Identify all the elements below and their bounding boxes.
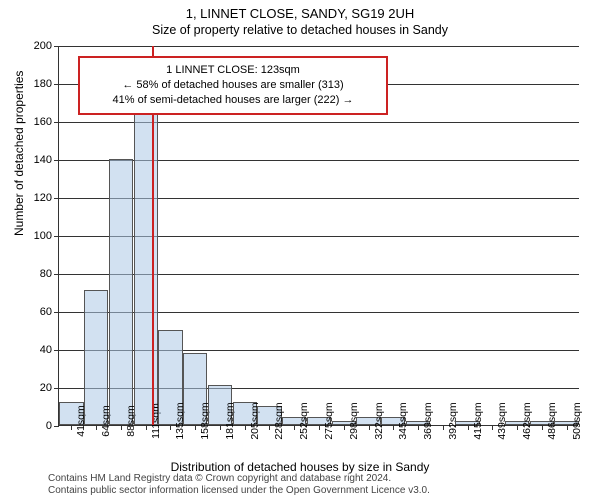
ytick-label: 160 <box>22 116 52 128</box>
ytick-label: 0 <box>22 420 52 432</box>
histogram-bar <box>109 159 133 425</box>
ytick-mark <box>54 160 59 161</box>
xtick-mark <box>195 425 196 430</box>
ytick-mark <box>54 426 59 427</box>
x-axis-label: Distribution of detached houses by size … <box>0 460 600 474</box>
xtick-mark <box>71 425 72 430</box>
xtick-mark <box>468 425 469 430</box>
annotation-line2: ← 58% of detached houses are smaller (31… <box>90 78 376 93</box>
xtick-mark <box>344 425 345 430</box>
ytick-label: 80 <box>22 268 52 280</box>
xtick-mark <box>492 425 493 430</box>
ytick-mark <box>54 350 59 351</box>
xtick-mark <box>517 425 518 430</box>
ytick-label: 60 <box>22 306 52 318</box>
xtick-mark <box>245 425 246 430</box>
xtick-mark <box>418 425 419 430</box>
xtick-mark <box>294 425 295 430</box>
annotation-line1: 1 LINNET CLOSE: 123sqm <box>90 63 376 78</box>
ytick-mark <box>54 236 59 237</box>
ytick-mark <box>54 388 59 389</box>
footer-line1: Contains HM Land Registry data © Crown c… <box>48 473 430 485</box>
ytick-label: 120 <box>22 192 52 204</box>
xtick-mark <box>369 425 370 430</box>
chart-container: 02040608010012014016018020041sqm64sqm88s… <box>58 46 578 426</box>
ytick-label: 140 <box>22 154 52 166</box>
xtick-mark <box>443 425 444 430</box>
xtick-mark <box>269 425 270 430</box>
ytick-mark <box>54 84 59 85</box>
ytick-label: 20 <box>22 382 52 394</box>
ytick-mark <box>54 46 59 47</box>
ytick-label: 180 <box>22 78 52 90</box>
footer-line2: Contains public sector information licen… <box>48 485 430 497</box>
chart-title-main: 1, LINNET CLOSE, SANDY, SG19 2UH <box>0 0 600 21</box>
xtick-mark <box>393 425 394 430</box>
ytick-label: 100 <box>22 230 52 242</box>
annotation-box: 1 LINNET CLOSE: 123sqm ← 58% of detached… <box>78 56 388 115</box>
xtick-mark <box>542 425 543 430</box>
ytick-label: 200 <box>22 40 52 52</box>
footer-note: Contains HM Land Registry data © Crown c… <box>48 473 430 497</box>
gridline <box>59 46 579 47</box>
ytick-label: 40 <box>22 344 52 356</box>
xtick-label: 509sqm <box>571 402 583 439</box>
xtick-label: 415sqm <box>472 402 484 439</box>
xtick-mark <box>567 425 568 430</box>
ytick-mark <box>54 198 59 199</box>
histogram-bar <box>134 106 158 425</box>
xtick-mark <box>220 425 221 430</box>
xtick-mark <box>146 425 147 430</box>
xtick-label: 369sqm <box>422 402 434 439</box>
chart-title-sub: Size of property relative to detached ho… <box>0 21 600 37</box>
annotation-line3: 41% of semi-detached houses are larger (… <box>90 93 376 108</box>
ytick-mark <box>54 122 59 123</box>
xtick-mark <box>121 425 122 430</box>
xtick-mark <box>319 425 320 430</box>
xtick-mark <box>96 425 97 430</box>
ytick-mark <box>54 312 59 313</box>
xtick-mark <box>170 425 171 430</box>
ytick-mark <box>54 274 59 275</box>
